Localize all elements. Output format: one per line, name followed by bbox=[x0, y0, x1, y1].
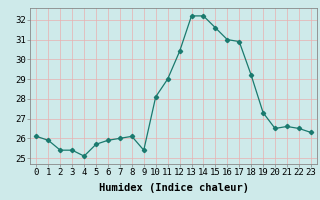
X-axis label: Humidex (Indice chaleur): Humidex (Indice chaleur) bbox=[99, 183, 249, 193]
